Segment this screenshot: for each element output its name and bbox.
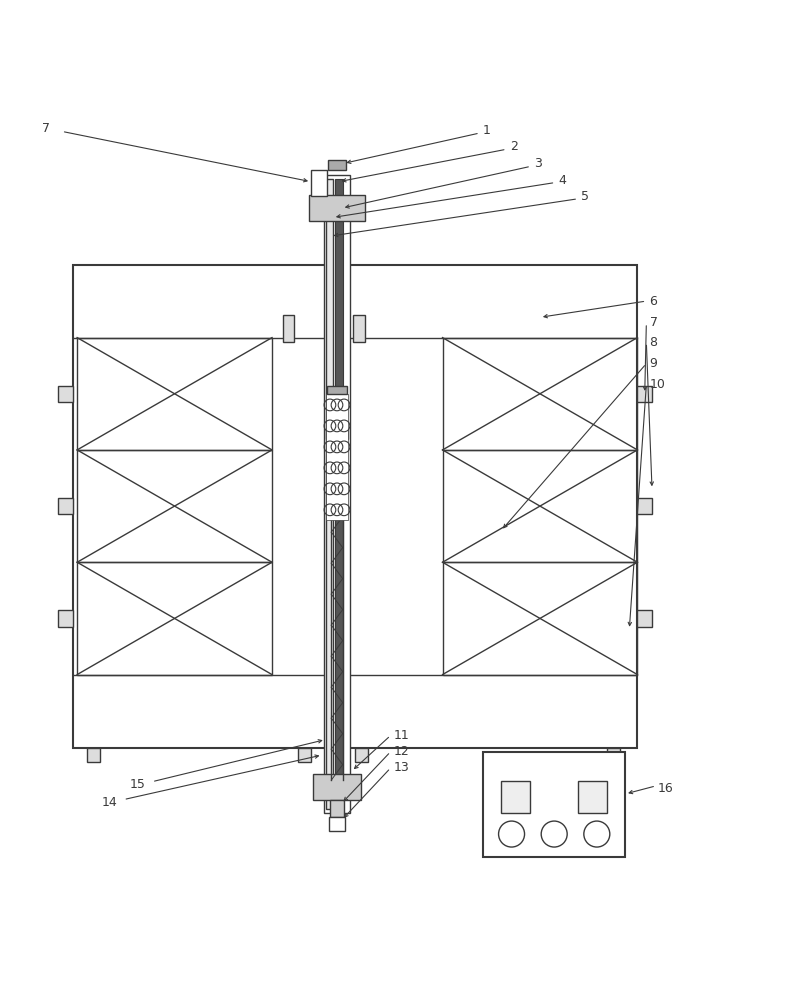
Bar (325, 429, 348, 439)
Text: 8: 8 (649, 336, 657, 349)
Bar (328, 817, 345, 831)
Text: 12: 12 (393, 745, 409, 758)
Bar (637, 610, 651, 627)
Bar (282, 315, 294, 342)
Bar (77, 450, 272, 562)
Text: 1: 1 (483, 124, 491, 137)
Bar (637, 386, 651, 402)
Text: 9: 9 (649, 357, 657, 370)
Bar (442, 338, 637, 450)
Bar (329, 800, 344, 817)
Text: 7: 7 (649, 316, 657, 329)
Text: 14: 14 (101, 796, 117, 809)
Text: 11: 11 (393, 729, 409, 742)
Bar (58, 498, 73, 514)
Bar (312, 774, 361, 800)
Bar (311, 170, 327, 196)
Bar (87, 748, 100, 762)
Text: 4: 4 (558, 174, 566, 187)
Bar (334, 179, 342, 809)
Text: 10: 10 (649, 378, 665, 391)
Text: 6: 6 (649, 295, 657, 308)
Text: 13: 13 (393, 761, 409, 774)
Bar (58, 386, 73, 402)
Text: 7: 7 (42, 122, 50, 135)
Bar (77, 338, 272, 450)
Bar (73, 265, 637, 748)
Bar (353, 315, 364, 342)
Bar (309, 195, 364, 221)
Text: 2: 2 (509, 140, 517, 153)
Bar (324, 175, 350, 813)
Text: 5: 5 (581, 190, 589, 203)
Bar (500, 781, 530, 813)
Bar (577, 781, 607, 813)
Bar (442, 450, 637, 562)
Bar (298, 748, 311, 762)
Bar (328, 160, 345, 170)
Bar (354, 748, 367, 762)
Bar (327, 386, 346, 394)
Bar (326, 394, 347, 520)
Bar (606, 748, 619, 762)
Bar (637, 498, 651, 514)
Bar (483, 752, 624, 857)
Text: 3: 3 (534, 157, 542, 170)
Bar (77, 562, 272, 675)
Text: 15: 15 (130, 778, 146, 791)
Bar (58, 610, 73, 627)
Bar (325, 179, 333, 809)
Text: 16: 16 (657, 782, 672, 795)
Bar (442, 562, 637, 675)
